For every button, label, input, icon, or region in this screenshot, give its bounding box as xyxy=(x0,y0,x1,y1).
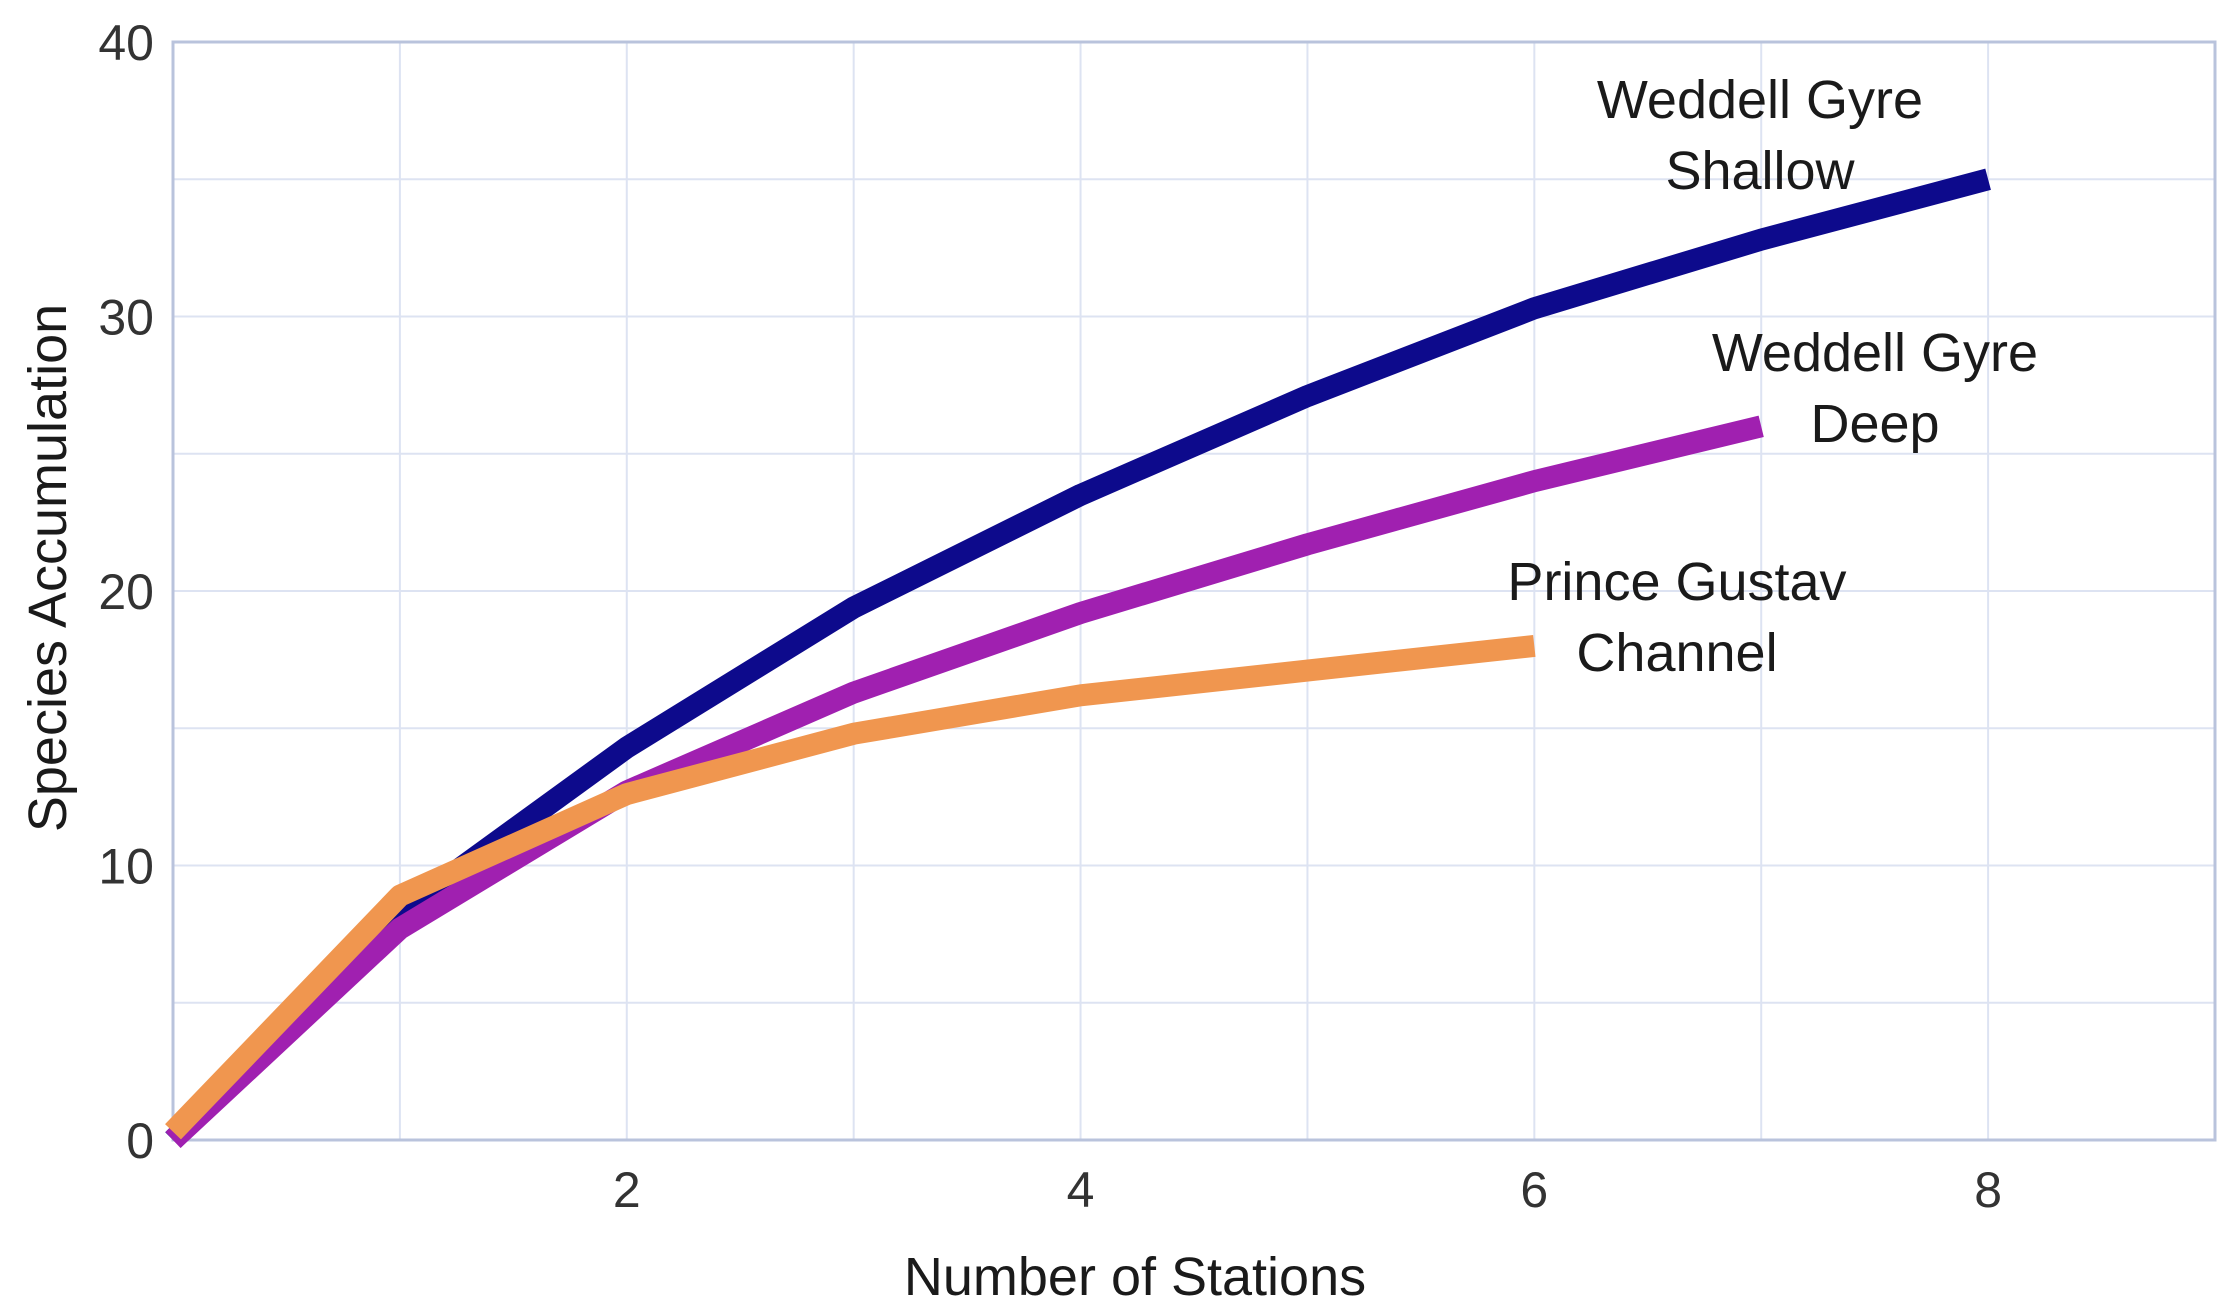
x-axis-ticks: 2 4 6 8 xyxy=(613,1162,2002,1218)
y-tick-label: 0 xyxy=(126,1113,154,1169)
series-label: Weddell Gyre Shallow xyxy=(1597,70,1923,201)
x-tick-label: 4 xyxy=(1067,1162,1095,1218)
gridlines xyxy=(173,42,2215,1140)
series-line xyxy=(165,634,1536,1140)
series-label-line: Weddell Gyre xyxy=(1597,70,1923,130)
y-axis-label: Species Accumulation xyxy=(18,304,78,832)
series-lines xyxy=(165,168,1991,1149)
series-label: Prince Gustav Channel xyxy=(1507,552,1846,683)
series-label-line: Shallow xyxy=(1665,141,1855,201)
x-axis-label: Number of Stations xyxy=(904,1247,1366,1307)
series-labels: Weddell Gyre Shallow Weddell Gyre Deep Princ… xyxy=(1507,70,2038,683)
y-tick-label: 20 xyxy=(98,564,154,620)
y-tick-label: 40 xyxy=(98,15,154,71)
series-label-line: Weddell Gyre xyxy=(1712,323,2038,383)
x-tick-label: 6 xyxy=(1520,1162,1548,1218)
y-tick-label: 10 xyxy=(98,839,154,895)
x-tick-label: 8 xyxy=(1974,1162,2002,1218)
y-tick-label: 30 xyxy=(98,290,154,346)
series-label-line: Deep xyxy=(1810,394,1939,454)
plot-frame xyxy=(171,40,2217,1142)
y-axis-ticks: 0 10 20 30 40 xyxy=(98,15,154,1169)
series-label-line: Channel xyxy=(1576,623,1777,683)
series-label: Weddell Gyre Deep xyxy=(1712,323,2038,454)
series-line xyxy=(165,415,1764,1149)
series-label-line: Prince Gustav xyxy=(1507,552,1846,612)
x-tick-label: 2 xyxy=(613,1162,641,1218)
